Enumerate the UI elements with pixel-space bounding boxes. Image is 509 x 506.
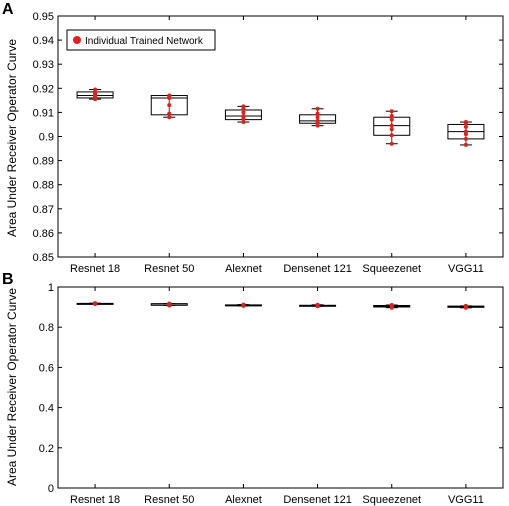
panel-a-data-point <box>315 115 320 120</box>
panel-a-data-point <box>315 123 320 128</box>
panel-a-y-tick-label: 0.93 <box>33 59 54 71</box>
panel-a-y-tick-label: 0.92 <box>33 83 54 95</box>
panel-a-plot: 0.85 0.86 0.87 0.88 0.89 0.9 0.91 0.92 0.93 0.94 0… <box>33 11 504 275</box>
panel-a-letter: A <box>2 1 14 18</box>
panel-a-x-tick-label: Densenet 121 <box>283 263 352 275</box>
panel-a-data-point <box>93 87 98 92</box>
panel-b-y-tick-label: 1 <box>48 282 54 294</box>
panel-b-plot-frame <box>57 286 504 489</box>
panel-a-x-tick-label: Alexnet <box>225 263 262 275</box>
panel-a-data-point <box>389 114 394 119</box>
panel-a-legend-marker <box>73 36 81 44</box>
panel-b-data-point <box>93 301 98 306</box>
panel-a-data-point <box>389 133 394 138</box>
panel-b-x-tick-label: Densenet 121 <box>283 494 352 506</box>
panel-b-data-point <box>167 301 172 306</box>
panel-b-letter: B <box>2 271 14 288</box>
panel-a-data-point <box>389 123 394 128</box>
panel-a-x-tick-label: Resnet 50 <box>144 263 194 275</box>
panel-a-x-tick-label: Squeezenet <box>362 263 421 275</box>
panel-a-data-point <box>315 106 320 111</box>
panel-a-data-point <box>167 111 172 116</box>
panel-b-x-tick-label: Alexnet <box>225 494 262 506</box>
panel-b-x-tick-label: VGG11 <box>448 494 484 506</box>
panel-a-data-point <box>315 111 320 116</box>
panel-b-x-tick-label: Resnet 50 <box>144 494 194 506</box>
panel-a-y-tick-label: 0.94 <box>33 35 54 47</box>
panel-b-y-tick-label: 0 <box>48 483 54 495</box>
panel-a-data-point <box>241 120 246 125</box>
panel-a-y-tick-label: 0.95 <box>33 11 54 23</box>
panel-a-y-tick-label: 0.9 <box>39 132 54 144</box>
panel-a-data-point <box>241 110 246 115</box>
panel-a-data-point <box>167 103 172 108</box>
panel-a-y-axis-label: Area Under Receiver Operator Curve <box>5 39 19 237</box>
panel-a-data-point <box>389 127 394 132</box>
panel-a-data-point <box>463 120 468 125</box>
panel-a-y-tick-label: 0.91 <box>33 107 54 119</box>
panel-a-data-point <box>389 141 394 146</box>
panel-b-x-tick-label: Resnet 18 <box>70 494 120 506</box>
panel-a-y-tick-label: 0.85 <box>33 252 54 264</box>
panel-a-data-point <box>463 124 468 129</box>
panel-b-plot: 0 0.2 0.4 0.6 0.8 1 Resnet 18 Resnet 50 Alexnet D… <box>39 282 504 506</box>
panel-a-data-point <box>315 118 320 123</box>
panel-b-y-axis-label: Area Under Receiver Operator Curve <box>5 288 19 486</box>
panel-a-data-point <box>241 104 246 109</box>
panel-a-y-tick-label: 0.87 <box>33 204 54 216</box>
panel-a-x-tick-label: Resnet 18 <box>70 263 120 275</box>
panel-a-data-point <box>389 109 394 114</box>
panel-a-legend-label: Individual Trained Network <box>85 36 204 47</box>
panel-b-y-tick-label: 0.4 <box>39 403 54 415</box>
panel-a-y-tick-label: 0.88 <box>33 180 54 192</box>
panel-b-data-point <box>315 302 320 307</box>
panel-b-y-tick-label: 0.6 <box>39 362 54 374</box>
panel-a-y-tick-label: 0.86 <box>33 228 54 240</box>
panel-b-y-tick-label: 0.2 <box>39 443 54 455</box>
panel-b-data-point <box>463 303 468 308</box>
panel-a-legend-box <box>66 29 216 51</box>
panel-b-data-point <box>389 302 394 307</box>
panel-a-plot-frame <box>57 15 504 258</box>
panel-a-data-point <box>463 136 468 141</box>
panel-a-data-point <box>389 117 394 122</box>
panel-a-data-point <box>463 129 468 134</box>
panel-b-x-tick-label: Squeezenet <box>362 494 421 506</box>
panel-b-y-tick-label: 0.8 <box>39 322 54 334</box>
panel-a-data-point <box>167 93 172 98</box>
panel-a-data-point <box>463 142 468 147</box>
panel-a-x-tick-label: VGG11 <box>448 263 484 275</box>
panel-a-y-tick-label: 0.89 <box>33 156 54 168</box>
panel-a-data-point <box>241 114 246 119</box>
panel-b-data-point <box>241 302 246 307</box>
panel-a-data-point <box>167 115 172 120</box>
